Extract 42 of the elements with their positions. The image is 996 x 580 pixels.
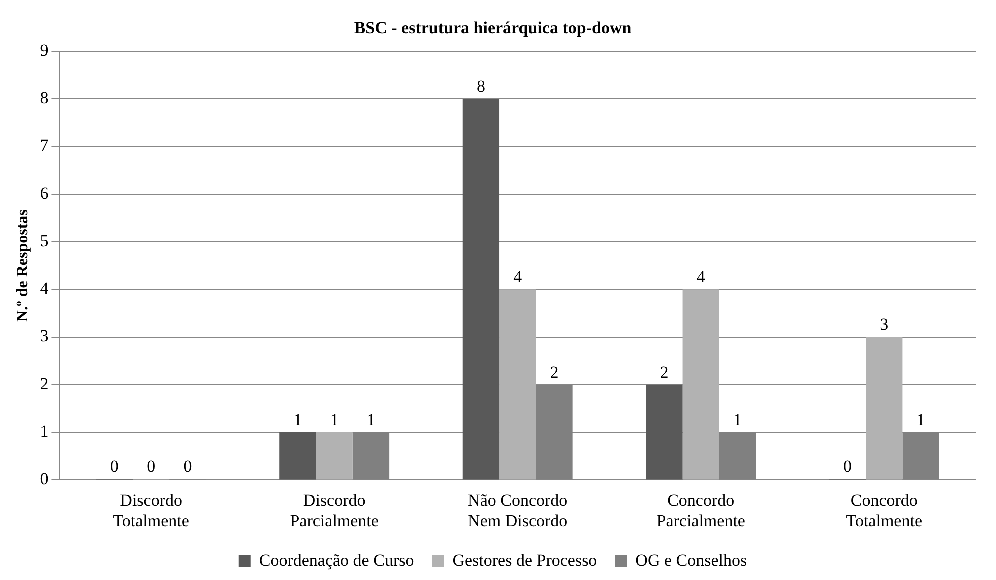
- x-tick-label: Não Concordo Nem Discordo: [468, 490, 568, 530]
- data-label: 0: [147, 457, 156, 476]
- data-label: 4: [514, 268, 523, 287]
- data-label: 1: [916, 410, 926, 430]
- x-tick-label: Concordo Parcialmente: [656, 490, 746, 530]
- data-label: 3: [880, 315, 889, 334]
- bar: [682, 290, 720, 480]
- bar: [462, 99, 500, 480]
- bar: [316, 432, 353, 480]
- x-tick-label: Discordo Totalmente: [113, 490, 190, 530]
- chart-title: BSC - estrutura hierárquica top-down: [354, 18, 632, 38]
- bar: [280, 432, 316, 480]
- y-tick-label: 9: [40, 40, 49, 60]
- data-label: 1: [330, 410, 339, 430]
- legend-label: Gestores de Processo: [452, 550, 598, 570]
- bar: [866, 337, 903, 480]
- y-tick-label: 5: [40, 231, 49, 250]
- x-tick-label: Discordo Parcialmente: [290, 490, 379, 530]
- data-label: 1: [366, 410, 376, 430]
- y-axis-title: N.º de Respostas: [14, 210, 32, 322]
- y-tick-label: 8: [40, 88, 49, 108]
- y-tick-label: 6: [40, 184, 49, 203]
- y-tick-label: 3: [40, 326, 49, 346]
- y-tick-label: 1: [40, 422, 49, 442]
- y-tick-label: 7: [40, 136, 50, 156]
- x-tick-label: Concordo Totalmente: [846, 490, 922, 530]
- bar: [500, 290, 536, 480]
- legend-label: OG e Conselhos: [636, 550, 748, 570]
- bar: [646, 384, 683, 480]
- data-label: 0: [843, 457, 852, 476]
- y-tick-label: 0: [40, 470, 49, 489]
- legend-label: Coordenação de Curso: [259, 550, 414, 570]
- data-label: 2: [660, 362, 669, 382]
- data-label: 1: [294, 410, 302, 430]
- data-label: 4: [696, 268, 706, 287]
- y-tick-label: 2: [40, 374, 49, 394]
- data-label: 0: [184, 457, 192, 476]
- y-tick-label: 4: [40, 279, 50, 298]
- data-label: 2: [550, 362, 559, 382]
- data-label: 1: [734, 410, 742, 430]
- data-label: 8: [476, 77, 486, 96]
- data-label: 0: [110, 457, 119, 476]
